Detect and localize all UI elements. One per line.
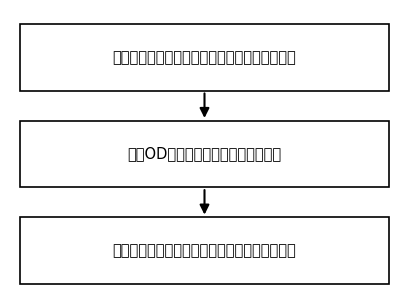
FancyBboxPatch shape [20, 121, 389, 187]
FancyBboxPatch shape [20, 217, 389, 284]
Text: 基于图论建立线网静态模型并存储车站基本信息: 基于图论建立线网静态模型并存储车站基本信息 [112, 50, 297, 65]
Text: 通过跨终端平台向外提供行程可达性查询并展示: 通过跨终端平台向外提供行程可达性查询并展示 [112, 243, 297, 258]
Text: 接收OD信息进行动态行程可达性计算: 接收OD信息进行动态行程可达性计算 [128, 146, 281, 162]
FancyBboxPatch shape [20, 24, 389, 91]
